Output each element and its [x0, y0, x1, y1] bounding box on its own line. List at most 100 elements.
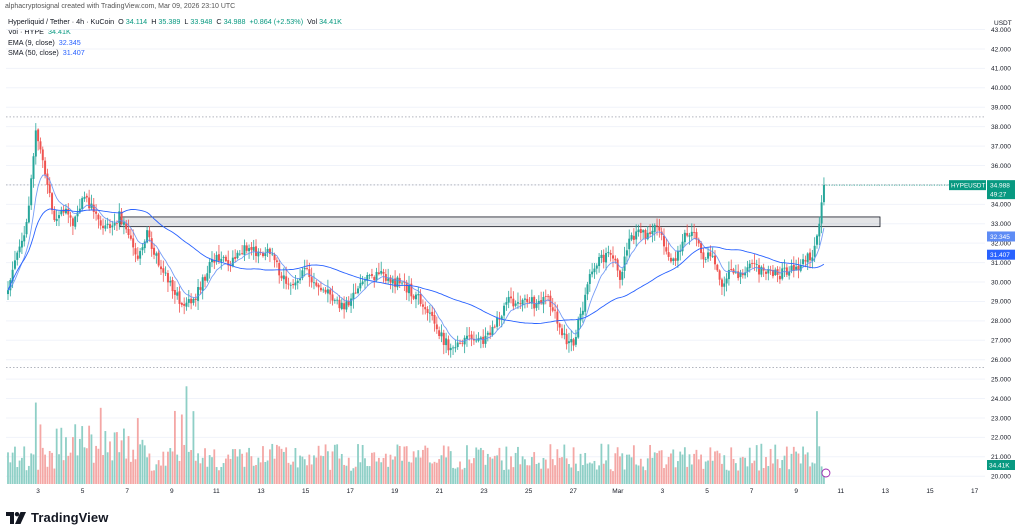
- candle-body: [132, 238, 135, 248]
- volume-bar: [468, 459, 471, 484]
- volume-value: 34.41K: [47, 27, 71, 37]
- candle-body: [461, 342, 464, 344]
- volume-bar: [109, 441, 111, 484]
- tradingview-logo[interactable]: TradingView: [6, 510, 108, 525]
- volume-bar: [322, 456, 325, 484]
- candle-body: [208, 262, 211, 273]
- candle-body: [653, 225, 656, 232]
- volume-bar: [354, 466, 357, 484]
- candle-body: [693, 232, 696, 233]
- volume-bar: [132, 449, 135, 484]
- volume-bar: [320, 455, 322, 484]
- volume-bar: [512, 467, 515, 484]
- volume-bar: [619, 456, 621, 484]
- volume-bar: [118, 452, 121, 484]
- volume-bar: [218, 470, 220, 484]
- y-tick-label: 41.000: [991, 66, 1011, 73]
- volume-bar: [530, 457, 533, 484]
- candle-body: [20, 240, 23, 248]
- volume-bar: [802, 446, 804, 484]
- volume-bar: [820, 466, 823, 484]
- grid: [6, 29, 985, 477]
- candle-body: [468, 335, 471, 337]
- y-tick-label: 33.000: [991, 221, 1011, 228]
- candle-body: [377, 272, 380, 275]
- volume-bar: [479, 447, 482, 484]
- candle-body: [674, 258, 677, 261]
- volume-bar: [55, 428, 58, 484]
- volume-bar: [486, 453, 489, 484]
- legend-volume-row[interactable]: Vol · HYPE 34.41K: [8, 27, 71, 37]
- candle-body: [81, 198, 84, 210]
- volume-bar: [224, 458, 227, 484]
- volume-bar: [46, 466, 49, 484]
- candle-body: [296, 280, 299, 283]
- candle-body: [625, 250, 628, 256]
- candle-body: [713, 255, 716, 265]
- volume-bar: [106, 452, 109, 484]
- candle-body: [118, 211, 121, 224]
- candle-body: [39, 141, 42, 150]
- volume-bar: [419, 457, 422, 484]
- candle-body: [102, 225, 105, 229]
- candle-body: [312, 282, 315, 284]
- candle-body: [53, 210, 56, 220]
- candle-body: [433, 315, 436, 324]
- volume-bar: [176, 454, 179, 484]
- candle-body: [811, 257, 814, 262]
- legend-sma-row[interactable]: SMA (50, close) 31.407: [8, 48, 85, 58]
- candle-body: [243, 245, 246, 255]
- candle-body: [662, 235, 665, 247]
- candle-body: [13, 260, 16, 269]
- symbol-tag-text: HYPEUSDT: [951, 183, 985, 190]
- volume-bar: [500, 460, 503, 484]
- volume-bar: [591, 463, 594, 484]
- candle-body: [669, 257, 672, 262]
- candle-body: [542, 297, 545, 305]
- candle-body: [222, 256, 225, 258]
- candle-body: [514, 303, 517, 306]
- candle-body: [760, 266, 763, 275]
- candle-body: [176, 292, 179, 296]
- candle-body: [136, 255, 139, 259]
- volume-bar: [510, 456, 512, 484]
- volume-bar: [632, 445, 635, 484]
- volume-bar: [630, 457, 633, 484]
- legend-ema-row[interactable]: EMA (9, close) 32.345: [8, 37, 81, 47]
- volume-bar: [296, 467, 299, 484]
- candle-body: [632, 235, 635, 240]
- candle-body: [410, 283, 413, 297]
- candle-body: [287, 283, 290, 285]
- volume-bar: [449, 451, 452, 484]
- volume-bar: [136, 418, 139, 484]
- volume-bar: [491, 458, 494, 484]
- volume-bar: [384, 453, 387, 484]
- volume-bar: [278, 446, 281, 484]
- candle-body: [213, 260, 216, 263]
- time-axis: 3 5 7 9 11 13 15 17 19 21 23 25 27 Mar 3 5 7 9 11 13 15 17: [36, 488, 978, 495]
- y-tick-label: 21.000: [991, 454, 1011, 461]
- volume-bar: [790, 453, 793, 484]
- volume-bar: [607, 444, 610, 484]
- candle-body: [695, 232, 698, 240]
- volume-bar: [336, 444, 339, 484]
- candle-body: [69, 215, 72, 218]
- volume-bar: [343, 464, 346, 484]
- y-tick-label: 29.000: [991, 299, 1011, 306]
- candle-body: [764, 271, 767, 274]
- candle-body: [62, 209, 65, 213]
- candle-body: [781, 268, 784, 279]
- y-tick-label: 38.000: [991, 124, 1011, 131]
- candle-body: [718, 270, 721, 280]
- candle-body: [630, 235, 633, 240]
- symbol-name[interactable]: Hyperliquid / Tether · 4h · KuCoin: [8, 17, 115, 26]
- volume-bar: [795, 451, 798, 484]
- volume-bar: [275, 444, 278, 484]
- volume-bar: [447, 446, 450, 484]
- volume-bar: [672, 449, 675, 484]
- candle-body: [303, 267, 306, 270]
- volume-tag-text: 34.41K: [989, 462, 1010, 469]
- candle-body: [459, 342, 462, 344]
- volume-bar: [605, 460, 607, 484]
